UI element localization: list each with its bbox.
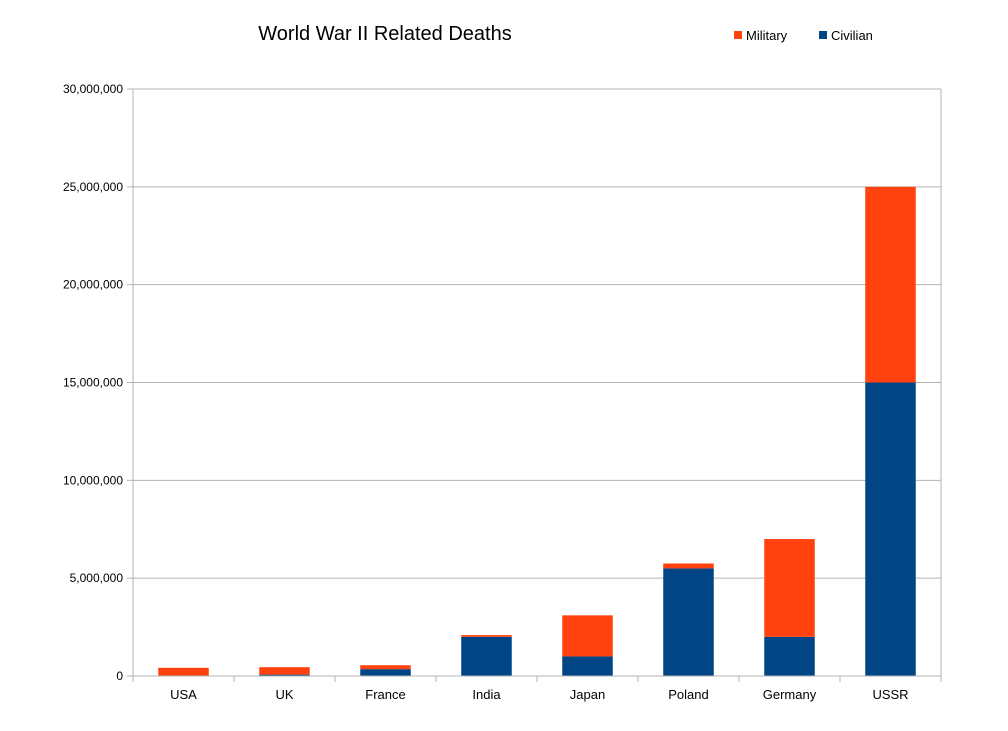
x-axis-tick-label: USSR (872, 687, 908, 702)
bar-military-france (360, 665, 411, 670)
chart-title: World War II Related Deaths (258, 23, 511, 45)
x-axis-tick-labels: USA UK France India Japan Poland Germany USSR (170, 687, 908, 702)
bar-civilian-france (360, 669, 411, 676)
legend: Military Civilian (734, 28, 873, 43)
x-axis-tick-label: Poland (668, 687, 708, 702)
x-axis-tick-label: France (365, 687, 405, 702)
y-axis-tick-label: 10,000,000 (63, 473, 123, 487)
y-axis-tick-label: 30,000,000 (63, 82, 123, 96)
legend-label-civilian: Civilian (831, 28, 873, 43)
y-axis-tick-label: 15,000,000 (63, 376, 123, 390)
bar-military-india (461, 635, 512, 637)
bars (158, 186, 916, 676)
x-axis-tick-label: USA (170, 687, 197, 702)
legend-label-military: Military (746, 28, 788, 43)
bar-military-usa (158, 667, 209, 676)
bar-civilian-ussr (865, 382, 916, 676)
y-axis-tick-label: 5,000,000 (70, 571, 124, 585)
grid (133, 88, 941, 677)
x-axis-tick-label: Germany (763, 687, 817, 702)
x-axis-tick-label: India (472, 687, 501, 702)
bar-military-japan (562, 615, 613, 657)
bar-military-ussr (865, 186, 916, 383)
y-axis-tick-labels: 0 5,000,000 10,000,000 15,000,000 20,000,000… (63, 82, 123, 683)
y-axis-tick-label: 0 (116, 669, 123, 683)
legend-swatch-civilian (819, 31, 827, 39)
bar-civilian-germany (764, 636, 815, 676)
bar-civilian-japan (562, 656, 613, 676)
x-axis-tick-label: Japan (570, 687, 605, 702)
bar-civilian-poland (663, 568, 714, 676)
axes (127, 88, 942, 682)
y-axis-tick-label: 25,000,000 (63, 180, 123, 194)
bar-civilian-uk (259, 674, 310, 676)
bar-military-poland (663, 563, 714, 569)
legend-swatch-military (734, 31, 742, 39)
x-axis-tick-label: UK (275, 687, 293, 702)
bar-civilian-india (461, 636, 512, 676)
bar-military-germany (764, 539, 815, 637)
bar-military-uk (259, 667, 310, 675)
y-axis-tick-label: 20,000,000 (63, 278, 123, 292)
